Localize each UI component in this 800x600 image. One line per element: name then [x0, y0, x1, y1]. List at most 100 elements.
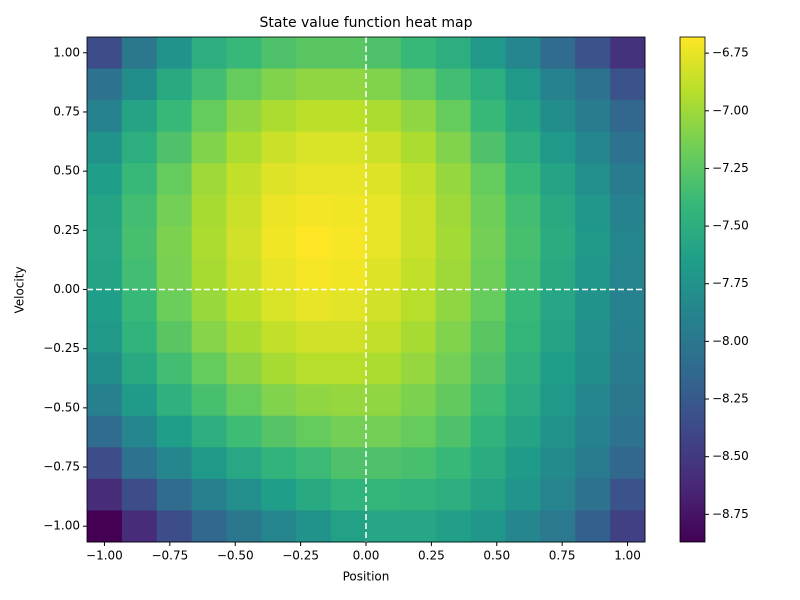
heatmap-cell	[226, 289, 262, 322]
heatmap-cell	[435, 415, 472, 448]
heatmap-cell	[366, 100, 402, 133]
heatmap-cell	[540, 384, 576, 417]
x-tick-label: 0.50	[483, 549, 510, 563]
heatmap-cell	[226, 478, 262, 511]
heatmap-cell	[435, 100, 472, 133]
heatmap-cell	[505, 257, 541, 290]
heatmap-cell	[575, 226, 611, 259]
heatmap-cell	[87, 415, 123, 448]
heatmap-cell	[470, 257, 506, 290]
heatmap-cell	[121, 289, 158, 322]
heatmap-cell	[261, 415, 297, 448]
heatmap-cell	[400, 447, 437, 480]
heatmap-cell	[191, 447, 227, 480]
heatmap-cell	[366, 478, 402, 511]
heatmap-cell	[226, 163, 262, 196]
heatmap-cell	[296, 352, 332, 385]
heatmap-cell	[121, 226, 158, 259]
heatmap-cell	[296, 68, 332, 101]
x-tick-label: −1.00	[86, 549, 123, 563]
heatmap-cell	[226, 384, 262, 417]
heatmap-cell	[400, 510, 437, 543]
heatmap-cell	[226, 352, 262, 385]
x-tick-label: 0.75	[549, 549, 576, 563]
heatmap-cell	[505, 194, 541, 227]
heatmap-cell	[400, 194, 437, 227]
heatmap-cell	[296, 37, 332, 70]
heatmap-cell	[261, 226, 297, 259]
heatmap-cell	[540, 352, 576, 385]
x-tick-label: −0.75	[151, 549, 188, 563]
heatmap-cell	[331, 415, 367, 448]
heatmap-cell	[575, 194, 611, 227]
heatmap-cell	[87, 131, 123, 164]
heatmap-cell	[226, 321, 262, 354]
heatmap-cell	[470, 37, 506, 70]
heatmap-cell	[400, 68, 437, 101]
heatmap-cell	[505, 415, 541, 448]
heatmap-cell	[575, 257, 611, 290]
heatmap-cell	[261, 352, 297, 385]
y-tick-label: −0.75	[43, 460, 80, 474]
heatmap-cell	[366, 194, 402, 227]
heatmap-cell	[540, 68, 576, 101]
heatmap-cell	[400, 131, 437, 164]
heatmap-cell	[505, 321, 541, 354]
heatmap-cell	[191, 257, 227, 290]
colorbar-tick-label: −6.75	[712, 46, 749, 60]
colorbar-tick-label: −8.50	[712, 449, 749, 463]
colorbar-tick-label: −7.50	[712, 219, 749, 233]
heatmap-cell	[470, 384, 506, 417]
heatmap-cell	[435, 384, 472, 417]
heatmap-cell	[87, 352, 123, 385]
heatmap-cell	[470, 100, 506, 133]
heatmap-cell	[505, 226, 541, 259]
heatmap-cell	[331, 384, 367, 417]
heatmap-cell	[121, 478, 158, 511]
heatmap-cell	[296, 384, 332, 417]
heatmap-cell	[400, 321, 437, 354]
heatmap-cell	[470, 478, 506, 511]
heatmap-cell	[87, 68, 123, 101]
heatmap-cell	[191, 478, 227, 511]
heatmap-cell	[156, 384, 193, 417]
heatmap-cell	[610, 68, 646, 101]
heatmap-cell	[261, 100, 297, 133]
heatmap-cell	[296, 131, 332, 164]
heatmap-cell	[296, 447, 332, 480]
heatmap-cell	[261, 510, 297, 543]
heatmap-cell	[610, 226, 646, 259]
heatmap-cell	[261, 321, 297, 354]
heatmap-cell	[435, 163, 472, 196]
heatmap-cell	[87, 321, 123, 354]
heatmap-cell	[226, 68, 262, 101]
heatmap-cell	[435, 289, 472, 322]
colorbar-tick-label: −8.75	[712, 507, 749, 521]
heatmap-cell	[575, 163, 611, 196]
heatmap-cell	[610, 510, 646, 543]
heatmap-cell	[505, 289, 541, 322]
heatmap-cell	[87, 257, 123, 290]
heatmap-cell	[575, 289, 611, 322]
heatmap-cell	[610, 257, 646, 290]
heatmap-cell	[226, 131, 262, 164]
heatmap-cell	[575, 478, 611, 511]
heatmap-cell	[540, 194, 576, 227]
heatmap-cell	[540, 131, 576, 164]
heatmap-cell	[191, 226, 227, 259]
heatmap-cell	[156, 447, 193, 480]
heatmap-cell	[400, 289, 437, 322]
heatmap-cell	[540, 510, 576, 543]
heatmap-cell	[540, 226, 576, 259]
heatmap-cell	[540, 447, 576, 480]
colorbar-tick-label: −7.00	[712, 103, 749, 117]
heatmap-cell	[261, 68, 297, 101]
heatmap-cell	[400, 478, 437, 511]
heatmap-cell	[470, 321, 506, 354]
heatmap-cell	[156, 257, 193, 290]
heatmap-cell	[435, 226, 472, 259]
colorbar-tick-label: −8.00	[712, 334, 749, 348]
heatmap-cell	[156, 478, 193, 511]
heatmap-cell	[121, 447, 158, 480]
